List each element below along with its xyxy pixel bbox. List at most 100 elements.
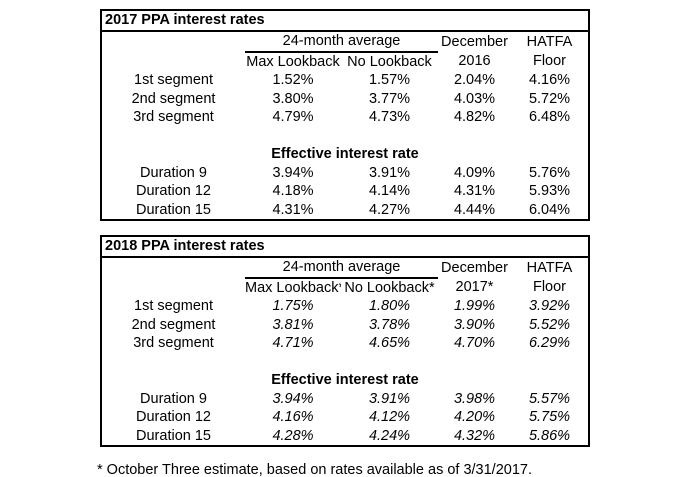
rate-value: 1.75% — [272, 298, 314, 314]
spacer-cell — [102, 127, 588, 146]
col-header-december-year: 2016 — [458, 53, 491, 69]
header-row-group: 24-month average December HATFA — [102, 32, 588, 53]
rate-value: 5.93% — [528, 183, 571, 199]
rate-value: 4.79% — [272, 109, 314, 125]
table-row: 2nd segment 3.80% 3.77% 4.03% 5.72% — [102, 90, 588, 109]
rate-value: 1.80% — [368, 298, 411, 314]
rate-value: 1.99% — [453, 298, 496, 314]
footnote: * October Three estimate, based on rates… — [97, 462, 532, 477]
row-label: Duration 15 — [136, 427, 211, 444]
rate-value: 1.52% — [272, 72, 314, 88]
col-header-december-year: 2017* — [455, 279, 494, 295]
rate-value: 3.94% — [272, 390, 314, 407]
spacer-cell — [102, 353, 588, 372]
rate-value: 3.81% — [272, 316, 314, 333]
rate-value: 3.91% — [368, 164, 411, 181]
rate-value: 3.91% — [368, 390, 411, 407]
rate-value: 3.94% — [272, 164, 314, 181]
rate-value: 4.31% — [272, 201, 314, 218]
group-header-24-month-average: 24-month average — [245, 258, 438, 279]
header-spacer-cell — [102, 278, 245, 298]
table-row: Duration 15 4.31% 4.27% 4.44% 6.04% — [102, 201, 588, 220]
group-header-24-month-average: 24-month average — [245, 32, 438, 53]
table-row: 3rd segment 4.71% 4.65% 4.70% 6.29% — [102, 334, 588, 353]
row-label: Duration 12 — [136, 183, 211, 199]
rate-value: 4.71% — [272, 335, 314, 351]
row-label: Duration 15 — [136, 201, 211, 218]
rate-value: 5.52% — [528, 316, 571, 333]
row-label: 2nd segment — [131, 316, 216, 333]
header-spacer-cell — [102, 32, 245, 52]
table-row: 1st segment 1.52% 1.57% 2.04% 4.16% — [102, 71, 588, 90]
header-row-columns: Max Lookback* No Lookback* 2017* Floor — [102, 278, 588, 298]
rate-value: 6.04% — [528, 201, 571, 218]
row-label: 2nd segment — [131, 90, 216, 107]
spacer-row — [102, 127, 588, 146]
table-row: 1st segment 1.75% 1.80% 1.99% 3.92% — [102, 297, 588, 316]
rate-value: 4.20% — [453, 409, 496, 425]
rate-value: 4.12% — [368, 409, 411, 425]
rate-value: 5.57% — [528, 390, 571, 407]
rate-value: 3.78% — [368, 316, 411, 333]
rate-value: 4.16% — [528, 72, 571, 88]
col-header-december: December — [441, 259, 508, 276]
rate-value: 5.75% — [528, 409, 571, 425]
tables-content: 2017 PPA interest rates 24-month average… — [97, 9, 590, 477]
col-header-max-lookback: Max Lookback* — [245, 279, 341, 296]
col-header-hatfa-floor: Floor — [532, 279, 567, 295]
rate-value: 4.09% — [453, 164, 496, 181]
rate-value: 4.28% — [272, 427, 314, 444]
rate-value: 6.29% — [528, 335, 571, 351]
table-row: 3rd segment 4.79% 4.73% 4.82% 6.48% — [102, 108, 588, 127]
rate-value: 3.98% — [453, 390, 496, 407]
rate-value: 5.72% — [528, 90, 571, 107]
rate-value: 3.92% — [528, 298, 571, 314]
col-header-no-lookback: No Lookback — [347, 53, 432, 70]
table-row: Duration 12 4.16% 4.12% 4.20% 5.75% — [102, 408, 588, 427]
header-row-group: 24-month average December HATFA — [102, 258, 588, 279]
col-header-hatfa: HATFA — [526, 33, 573, 50]
row-label: 1st segment — [134, 72, 213, 88]
table-row: Duration 9 3.94% 3.91% 4.09% 5.76% — [102, 164, 588, 183]
row-label: 1st segment — [134, 298, 213, 314]
rate-value: 3.80% — [272, 90, 314, 107]
rate-value: 4.70% — [453, 335, 496, 351]
header-spacer-cell — [102, 52, 245, 72]
rate-value: 4.27% — [368, 201, 411, 218]
rate-value: 3.77% — [368, 90, 411, 107]
row-label: Duration 12 — [136, 409, 211, 425]
rate-value: 4.82% — [453, 109, 496, 125]
table-title-2018: 2018 PPA interest rates — [102, 237, 588, 258]
header-row-columns: Max Lookback No Lookback 2016 Floor — [102, 52, 588, 72]
ppa-rates-2018-table: 2018 PPA interest rates 24-month average… — [100, 235, 590, 447]
rates-table-2018: 24-month average December HATFA Max Look… — [102, 258, 588, 445]
rate-value: 4.44% — [453, 201, 496, 218]
rate-value: 4.31% — [453, 183, 496, 199]
header-spacer-cell — [102, 258, 245, 278]
row-label: 3rd segment — [133, 109, 214, 125]
rate-value: 4.65% — [368, 335, 411, 351]
rate-value: 4.03% — [453, 90, 496, 107]
rate-value: 4.18% — [272, 183, 314, 199]
section-label-effective-interest-rate: Effective interest rate — [271, 372, 419, 388]
spacer-row — [102, 353, 588, 372]
ppa-rates-2017-table: 2017 PPA interest rates 24-month average… — [100, 9, 590, 221]
col-header-max-lookback: Max Lookback — [246, 53, 340, 70]
col-header-hatfa-floor: Floor — [532, 53, 567, 69]
table-title-2017: 2017 PPA interest rates — [102, 11, 588, 32]
row-label: 3rd segment — [133, 335, 214, 351]
rate-value: 4.73% — [368, 109, 411, 125]
rate-value: 3.90% — [453, 316, 496, 333]
rate-value: 4.14% — [368, 183, 411, 199]
rate-value: 5.76% — [528, 164, 571, 181]
rate-value: 5.86% — [528, 427, 571, 444]
rate-value: 4.16% — [272, 409, 314, 425]
rate-value: 6.48% — [528, 109, 571, 125]
table-row: Duration 15 4.28% 4.24% 4.32% 5.86% — [102, 427, 588, 446]
rate-value: 4.32% — [453, 427, 496, 444]
rates-table-2017: 24-month average December HATFA Max Look… — [102, 32, 588, 219]
col-header-no-lookback: No Lookback* — [344, 279, 435, 296]
rate-value: 4.24% — [368, 427, 411, 444]
col-header-december: December — [441, 33, 508, 50]
